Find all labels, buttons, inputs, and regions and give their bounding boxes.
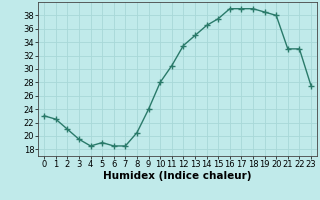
X-axis label: Humidex (Indice chaleur): Humidex (Indice chaleur) <box>103 171 252 181</box>
